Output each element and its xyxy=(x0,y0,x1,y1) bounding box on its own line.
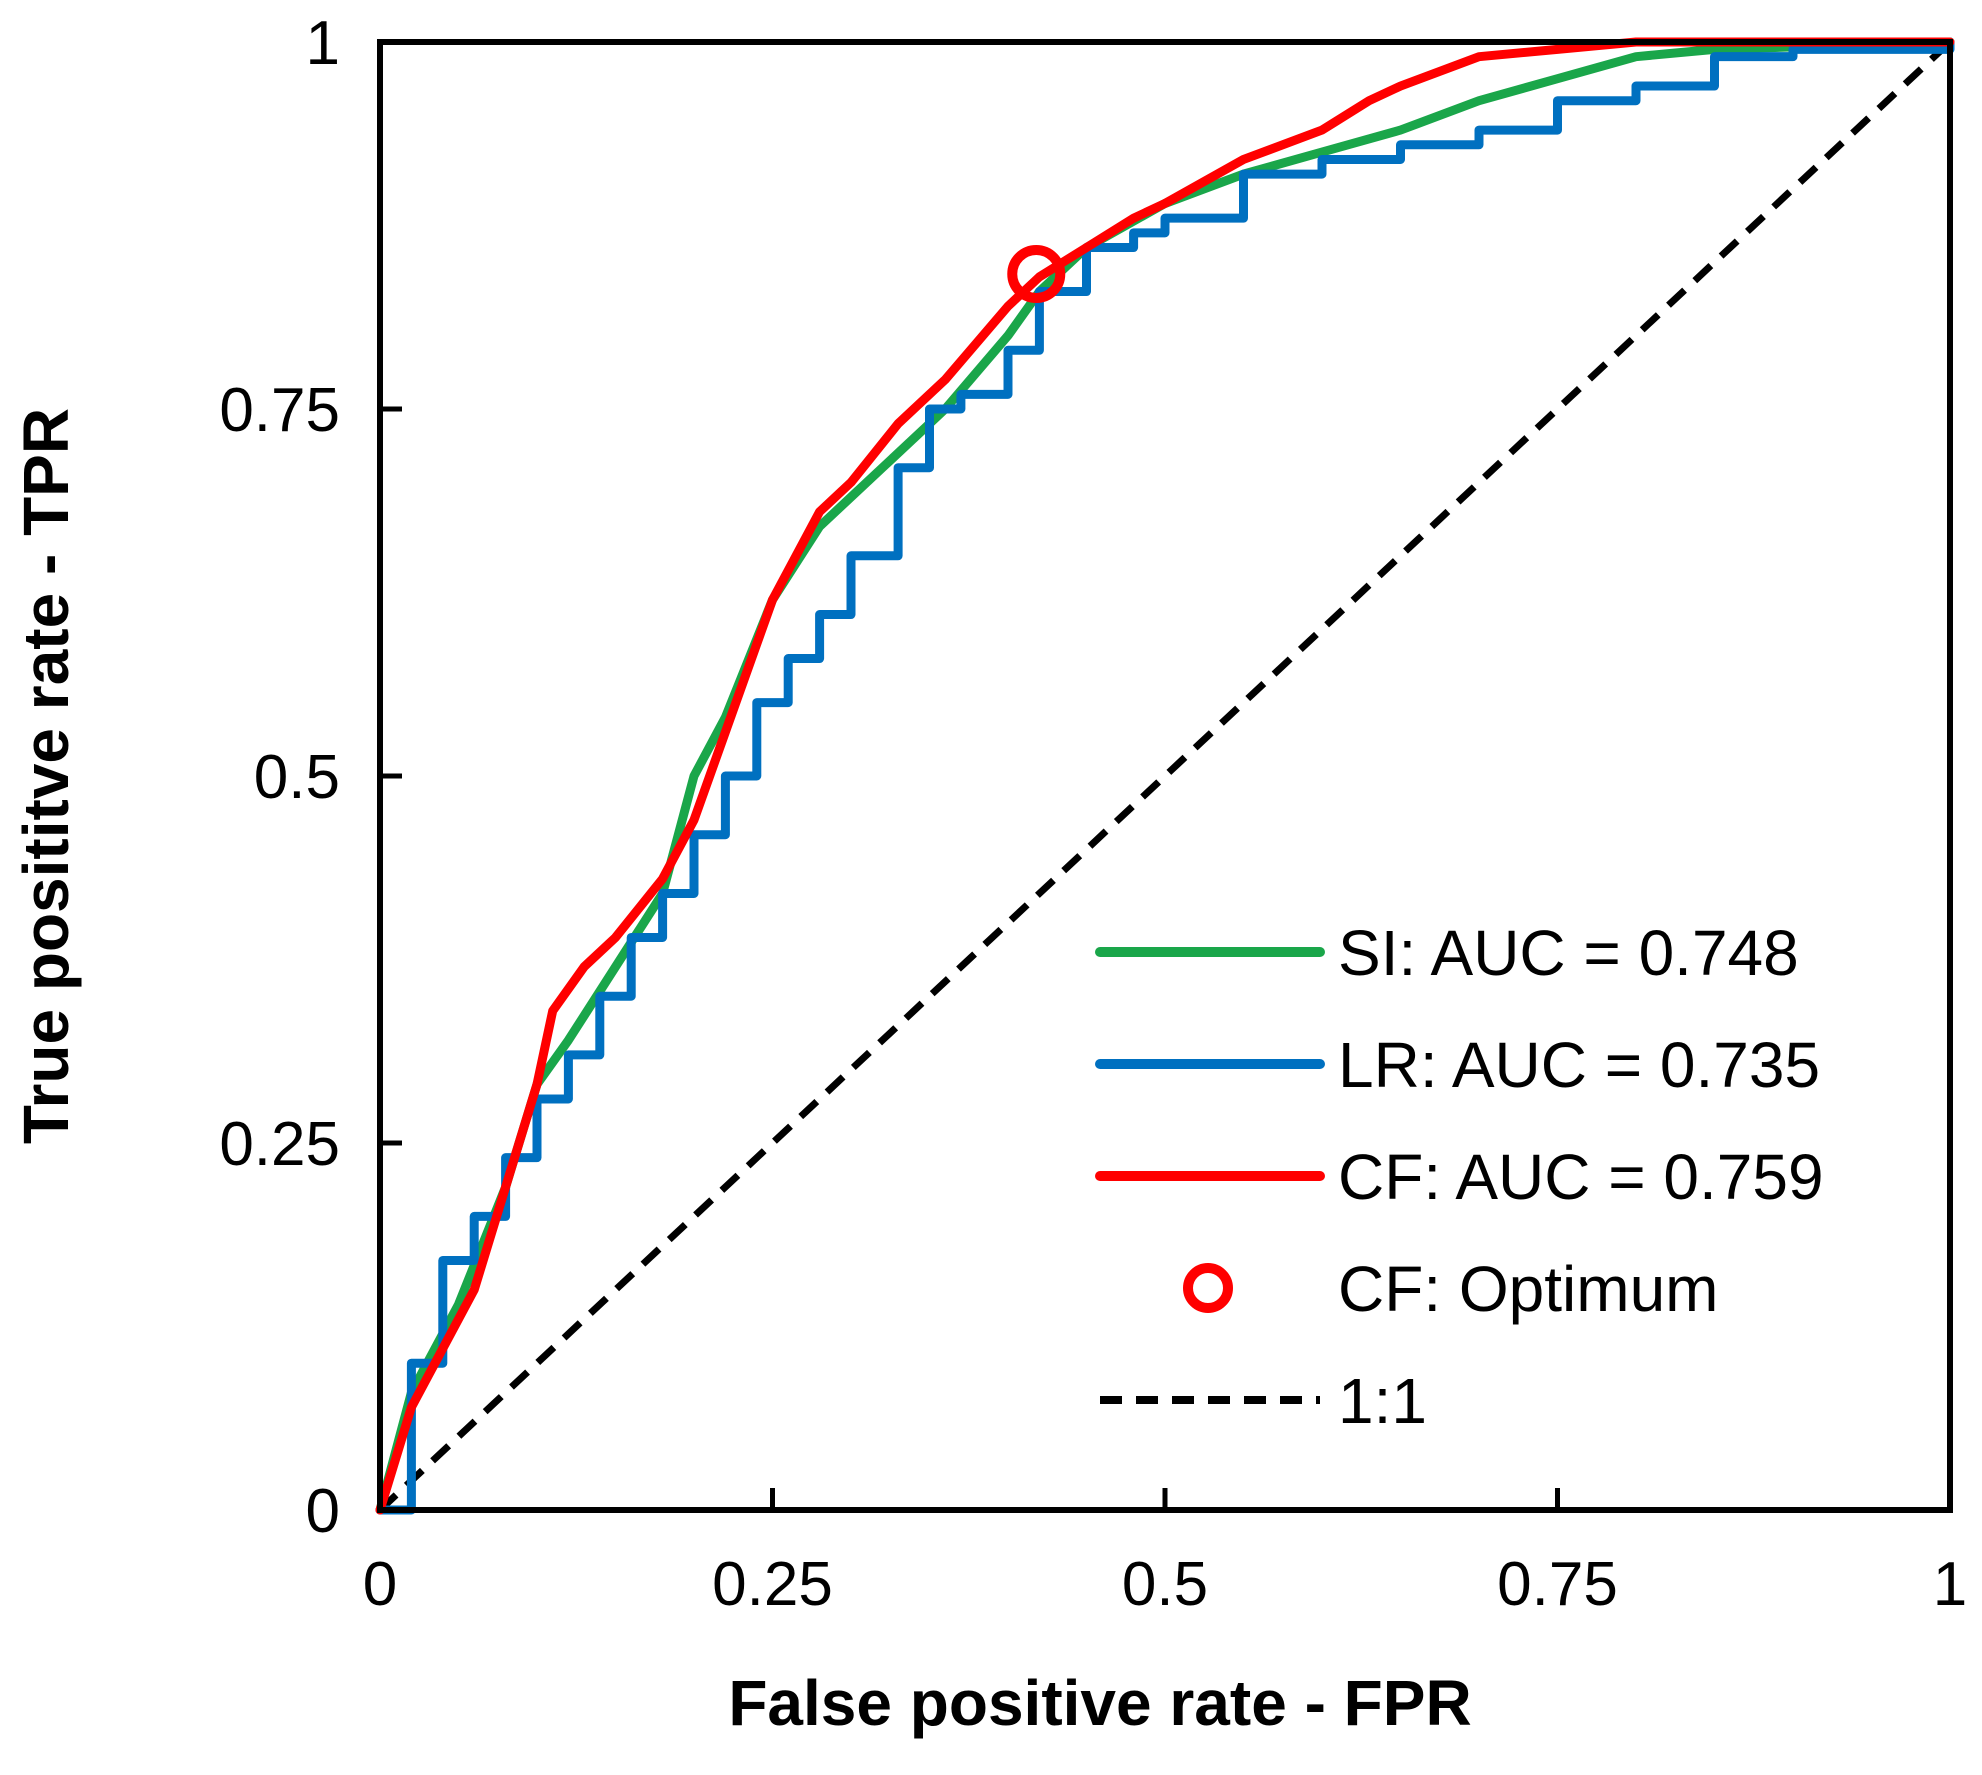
legend-swatch-optimum xyxy=(1183,1263,1233,1313)
tick-layer: 0 0.25 0.5 0.75 1 0 0.25 0.5 0.75 1 xyxy=(219,9,1967,1619)
legend-label: SI: AUC = 0.748 xyxy=(1338,917,1799,989)
y-axis-title: True posititve rate - TPR xyxy=(10,408,82,1144)
series-line-cf xyxy=(375,37,1955,1515)
series-line-si xyxy=(375,37,1955,1515)
series-line-lr xyxy=(375,37,1955,1515)
y-tick-label: 0.5 xyxy=(254,743,340,812)
legend: SI: AUC = 0.748 LR: AUC = 0.735 CF: AUC = … xyxy=(1095,917,1824,1437)
y-tick-label: 0.75 xyxy=(219,376,340,445)
x-tick-label: 0.25 xyxy=(712,1550,833,1619)
legend-label: CF: Optimum xyxy=(1338,1253,1718,1325)
y-tick-label: 1 xyxy=(306,9,340,78)
x-tick-label: 0.5 xyxy=(1122,1550,1208,1619)
legend-label: 1:1 xyxy=(1338,1365,1427,1437)
y-tick-label: 0.25 xyxy=(219,1110,340,1179)
legend-label: LR: AUC = 0.735 xyxy=(1338,1029,1820,1101)
y-tick-label: 0 xyxy=(306,1477,340,1546)
series-layer xyxy=(375,37,1955,1515)
x-axis-title: False positive rate - FPR xyxy=(728,1667,1471,1739)
x-tick-label: 0 xyxy=(363,1550,397,1619)
optimum-marker xyxy=(1007,244,1066,303)
x-tick-label: 0.75 xyxy=(1497,1550,1618,1619)
x-tick-label: 1 xyxy=(1933,1550,1967,1619)
legend-label: CF: AUC = 0.759 xyxy=(1338,1141,1824,1213)
